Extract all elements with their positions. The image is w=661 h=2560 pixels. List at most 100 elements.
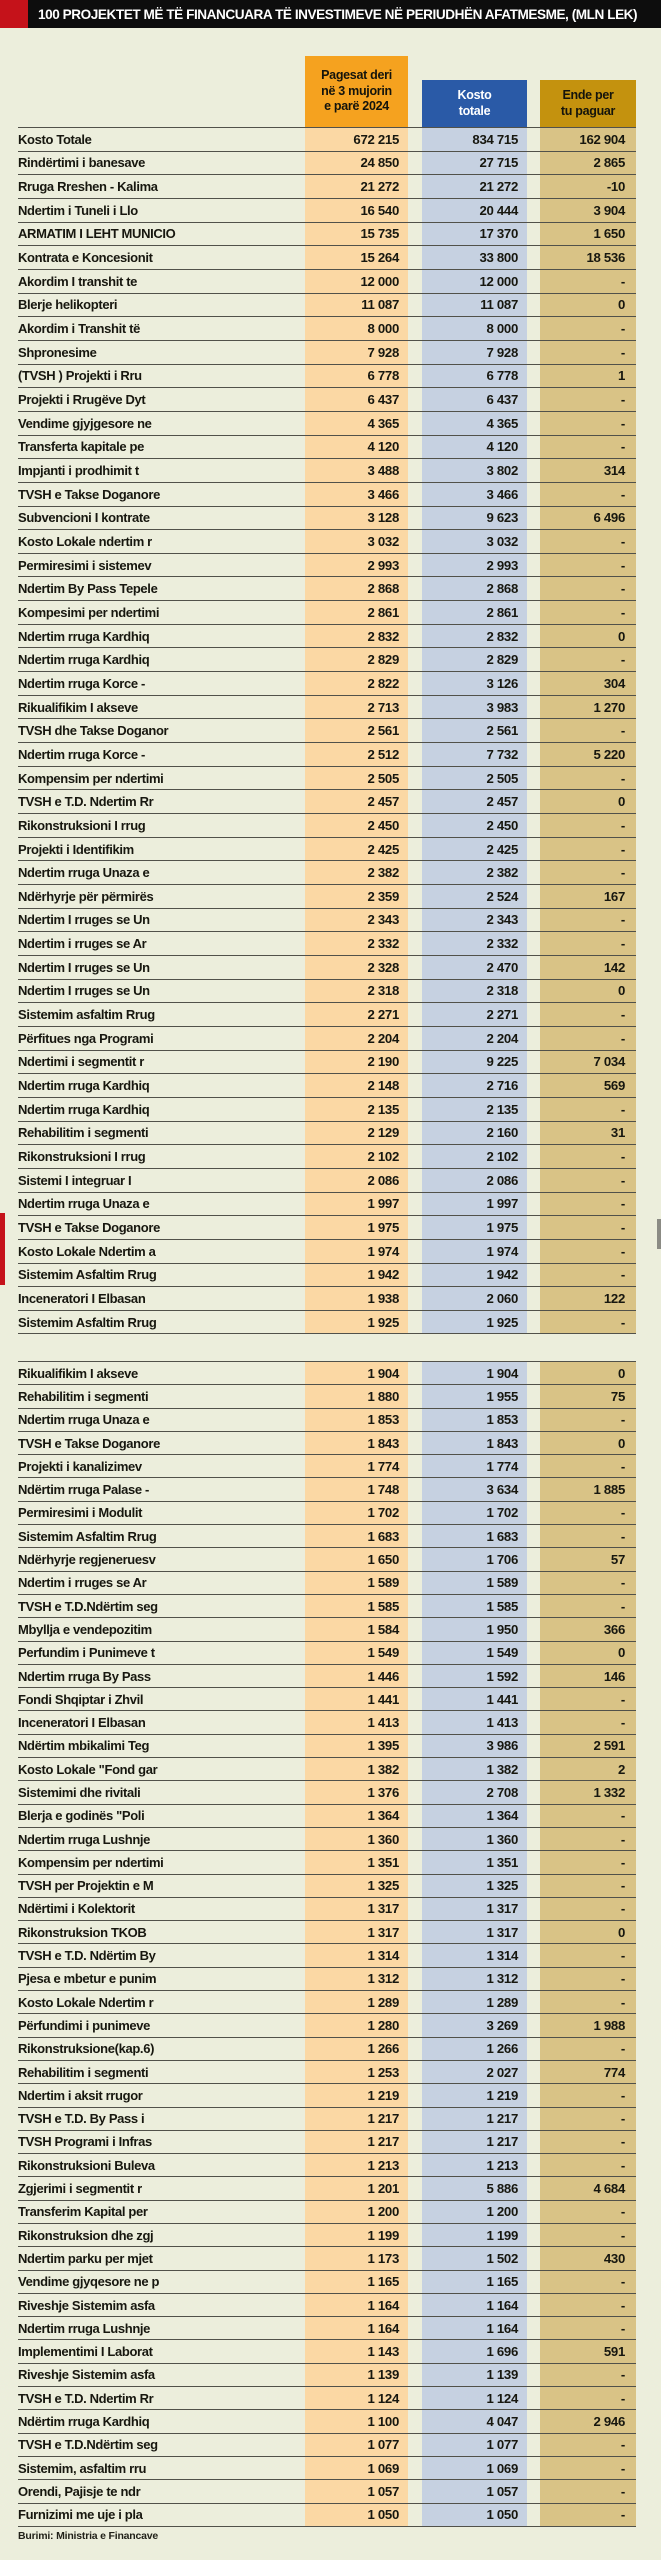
column-gap bbox=[408, 1828, 422, 1850]
header-paid: Pagesat deri në 3 mujorin e parë 2024 bbox=[305, 56, 408, 127]
project-name: Kosto Lokale Ndertim a bbox=[18, 1243, 156, 1259]
table-row: TVSH e T.D. By Pass i 1 217 1 217 - bbox=[18, 2106, 636, 2130]
column-gap bbox=[527, 1385, 540, 1407]
column-gap bbox=[527, 1828, 540, 1850]
paid-value: 2 359 bbox=[305, 885, 408, 908]
column-gap bbox=[408, 223, 422, 246]
paid-value: 2 271 bbox=[305, 1003, 408, 1026]
page-edge-gray-mark bbox=[657, 1219, 661, 1249]
total-value: 1 843 bbox=[422, 1431, 527, 1455]
column-gap bbox=[527, 199, 540, 222]
project-name: Kosto Lokale Ndertim r bbox=[18, 1994, 154, 2010]
total-value: 1 199 bbox=[422, 2223, 527, 2247]
total-value: 1 266 bbox=[422, 2037, 527, 2060]
paid-value: 1 904 bbox=[305, 1362, 408, 1385]
column-gap bbox=[408, 577, 422, 600]
project-name: Sistemim, asfaltim rru bbox=[18, 2460, 147, 2476]
total-value: 1 955 bbox=[422, 1385, 527, 1408]
column-gap bbox=[527, 459, 540, 482]
table-row: TVSH e T.D. Ndertim Rr 1 124 1 124 - bbox=[18, 2386, 636, 2410]
column-gap bbox=[408, 2317, 422, 2339]
column-gap bbox=[408, 1409, 422, 1431]
project-name: Rikonstruksioni I rrug bbox=[18, 1149, 146, 1165]
project-name: Ndërhyrje për përmirës bbox=[18, 888, 154, 904]
column-gap bbox=[408, 1851, 422, 1873]
column-gap bbox=[408, 317, 422, 340]
table-row: Ndërhyrje regjeneruesv 1 650 1 706 57 bbox=[18, 1547, 636, 1571]
project-name: Projekti i kanalizimev bbox=[18, 1458, 142, 1474]
table-row: Fondi Shqiptar i Zhvil 1 441 1 441 - bbox=[18, 1687, 636, 1711]
column-gap bbox=[527, 2247, 540, 2269]
project-name: Përfundimi i punimeve bbox=[18, 2017, 151, 2033]
column-gap bbox=[408, 1455, 422, 1477]
project-name: Ndertim By Pass Tepele bbox=[18, 581, 158, 597]
column-gap bbox=[527, 1193, 540, 1216]
column-gap bbox=[408, 696, 422, 719]
column-gap bbox=[527, 1362, 540, 1384]
project-name: Rikonstruksioni I rrug bbox=[18, 817, 146, 833]
column-gap bbox=[408, 1781, 422, 1803]
paid-value: 16 540 bbox=[305, 198, 408, 222]
column-gap bbox=[527, 577, 540, 600]
table-row: Rikonstruksion TKOB 1 317 1 317 0 bbox=[18, 1920, 636, 1944]
project-name: TVSH Programi i Infras bbox=[18, 2134, 152, 2150]
paid-value: 7 928 bbox=[305, 340, 408, 364]
remaining-value: - bbox=[540, 908, 636, 932]
column-gap bbox=[527, 1805, 540, 1827]
header-total-line2: totale bbox=[458, 103, 491, 118]
paid-value: 2 861 bbox=[305, 601, 408, 624]
total-value: 1 585 bbox=[422, 1594, 527, 1618]
remaining-value: 162 904 bbox=[540, 128, 636, 151]
table-row: TVSH e T.D.Ndërtim seg 1 585 1 585 - bbox=[18, 1593, 636, 1618]
column-gap bbox=[527, 1027, 540, 1050]
project-name: Kosto Lokale ndertim r bbox=[18, 533, 152, 549]
paid-value: 1 139 bbox=[305, 2363, 408, 2387]
project-name: Ndertim rruga Korce - bbox=[18, 675, 146, 691]
paid-value: 1 164 bbox=[305, 2317, 408, 2340]
total-value: 2 708 bbox=[422, 1781, 527, 1804]
table-row: Ndertim i aksit rrugor 1 219 1 219 - bbox=[18, 2083, 636, 2107]
table-row: Ndertim rruga Unaza e 1 853 1 853 - bbox=[18, 1407, 636, 1431]
table-row: Kompesimi per ndertimi 2 861 2 861 - bbox=[18, 600, 636, 624]
paid-value: 2 512 bbox=[305, 743, 408, 766]
table-row: Kontrata e Koncesionit 15 264 33 800 18 … bbox=[18, 245, 636, 269]
table-row: TVSH e Takse Doganore 1 843 1 843 0 bbox=[18, 1430, 636, 1455]
paid-value: 1 100 bbox=[305, 2410, 408, 2433]
remaining-value: - bbox=[540, 2480, 636, 2503]
project-name: Pjesa e mbetur e punim bbox=[18, 1971, 157, 1987]
project-name: Blerje helikopteri bbox=[18, 297, 118, 313]
column-gap bbox=[527, 1968, 540, 1990]
remaining-value: - bbox=[540, 269, 636, 293]
table-row: Inceneratori I Elbasan 1 938 2 060 122 bbox=[18, 1286, 636, 1310]
project-name: TVSH e Takse Doganore bbox=[18, 1435, 160, 1451]
project-name: Inceneratori I Elbasan bbox=[18, 1290, 146, 1306]
paid-value: 2 148 bbox=[305, 1074, 408, 1097]
remaining-value: 0 bbox=[540, 1921, 636, 1944]
table-row: Rikonstruksioni Buleva 1 213 1 213 - bbox=[18, 2153, 636, 2177]
column-gap bbox=[408, 270, 422, 293]
total-value: 33 800 bbox=[422, 246, 527, 269]
column-gap bbox=[408, 814, 422, 837]
table-row: Akordim i Transhit të 8 000 8 000 - bbox=[18, 316, 636, 340]
column-gap bbox=[408, 1240, 422, 1263]
remaining-value: - bbox=[540, 1239, 636, 1263]
remaining-value: 0 bbox=[540, 1362, 636, 1385]
column-gap bbox=[527, 1311, 540, 1334]
column-gap bbox=[527, 2457, 540, 2479]
table-row: Blerja e godinës "Poli 1 364 1 364 - bbox=[18, 1803, 636, 1827]
remaining-value: 2 865 bbox=[540, 151, 636, 175]
table-row: Ndertim rruga Korce - 2 512 7 732 5 220 bbox=[18, 742, 636, 766]
table-row: Rehabilitim i segmenti 2 129 2 160 31 bbox=[18, 1120, 636, 1145]
column-gap bbox=[408, 932, 422, 955]
paid-value: 8 000 bbox=[305, 317, 408, 340]
project-name: Ndërhyrje regjeneruesv bbox=[18, 1552, 156, 1568]
column-gap bbox=[408, 175, 422, 198]
total-value: 1 589 bbox=[422, 1571, 527, 1594]
remaining-value: - bbox=[540, 435, 636, 459]
column-gap bbox=[408, 1618, 422, 1640]
remaining-value: 591 bbox=[540, 2340, 636, 2363]
column-gap bbox=[408, 1098, 422, 1121]
remaining-value: - bbox=[540, 1594, 636, 1618]
total-value: 1 289 bbox=[422, 1991, 527, 2014]
remaining-value: - bbox=[540, 2293, 636, 2317]
